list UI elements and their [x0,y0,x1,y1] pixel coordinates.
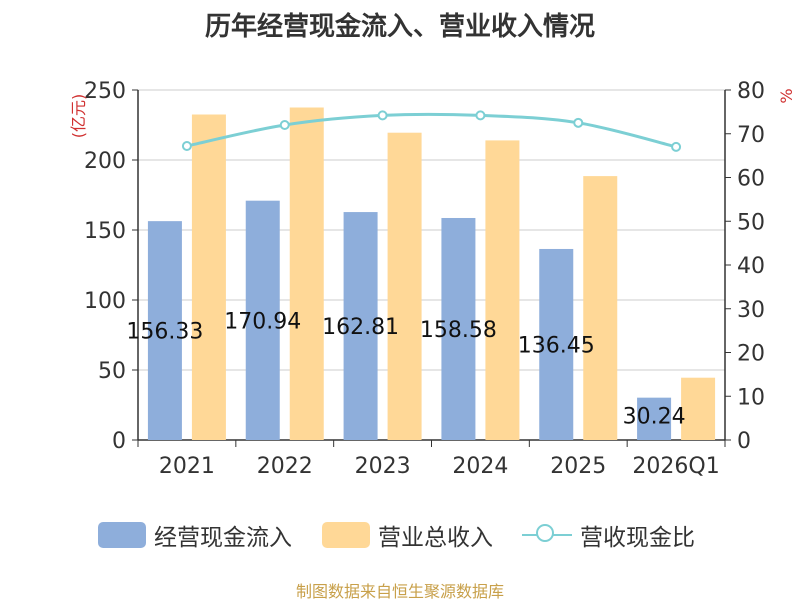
y2-tick-label: 80 [737,79,765,104]
chart-title: 历年经营现金流入、营业收入情况 [204,12,595,42]
point-ratio [573,117,584,128]
bar-revenue [387,132,422,440]
bar-cashflow [441,217,476,440]
y2-axis-label: % [777,88,796,103]
bar-revenue [583,176,618,440]
legend: 经营现金流入 营业总收入 营收现金比 [0,518,800,552]
legend-swatch-ratio [522,522,572,548]
data-label-cashflow: 162.81 [322,315,399,340]
x-tick-label: 2023 [355,454,411,479]
x-tick-label: 2026Q1 [632,454,719,479]
bar-revenue [485,140,520,440]
point-ratio [671,141,682,152]
point-ratio [475,110,486,121]
y-tick-label: 200 [84,149,126,174]
y-tick-label: 150 [84,219,126,244]
bar-revenue [681,377,716,440]
bar-revenue [289,107,324,440]
point-ratio [279,120,290,130]
data-label-cashflow: 30.24 [623,405,686,430]
legend-label-cashflow: 经营现金流入 [154,525,292,551]
y-tick-label: 0 [112,429,126,454]
y-tick-label: 50 [98,359,126,384]
y2-tick-label: 60 [737,167,765,192]
y-axis-label: (亿元) [69,94,88,139]
bar-revenue [191,114,226,440]
y2-tick-label: 20 [737,342,765,367]
bar-cashflow [343,212,378,440]
data-label-cashflow: 156.33 [126,320,203,345]
line-ratio [186,112,677,149]
x-tick-label: 2022 [257,454,313,479]
legend-label-revenue: 营业总收入 [378,525,493,551]
bar-cashflow [245,200,280,440]
legend-item-ratio[interactable]: 营收现金比 [522,518,695,552]
point-ratio [181,141,192,151]
data-label-cashflow: 158.58 [420,318,497,343]
x-tick-label: 2021 [159,454,215,479]
y2-tick-label: 50 [737,210,765,235]
y2-tick-label: 10 [737,385,765,410]
source-note: 制图数据来自恒生聚源数据库 [295,582,504,601]
legend-label-ratio: 营收现金比 [580,525,695,551]
legend-item-cashflow[interactable]: 经营现金流入 [98,518,292,552]
y-tick-label: 100 [84,289,126,314]
y-tick-label: 250 [84,79,126,104]
x-tick-label: 2024 [452,454,508,479]
y2-tick-label: 70 [737,123,765,148]
point-ratio [377,110,388,121]
bar-cashflow [539,248,574,440]
y2-tick-label: 30 [737,298,765,323]
bar-cashflow [147,221,182,440]
data-label-cashflow: 136.45 [518,333,595,358]
y2-tick-label: 40 [737,254,765,279]
x-tick-label: 2025 [550,454,606,479]
legend-swatch-revenue [322,522,370,548]
legend-swatch-cashflow [98,522,146,548]
data-label-cashflow: 170.94 [224,309,301,334]
legend-item-revenue[interactable]: 营业总收入 [322,518,493,552]
bar-cashflow [637,397,672,440]
y2-tick-label: 0 [737,429,751,454]
